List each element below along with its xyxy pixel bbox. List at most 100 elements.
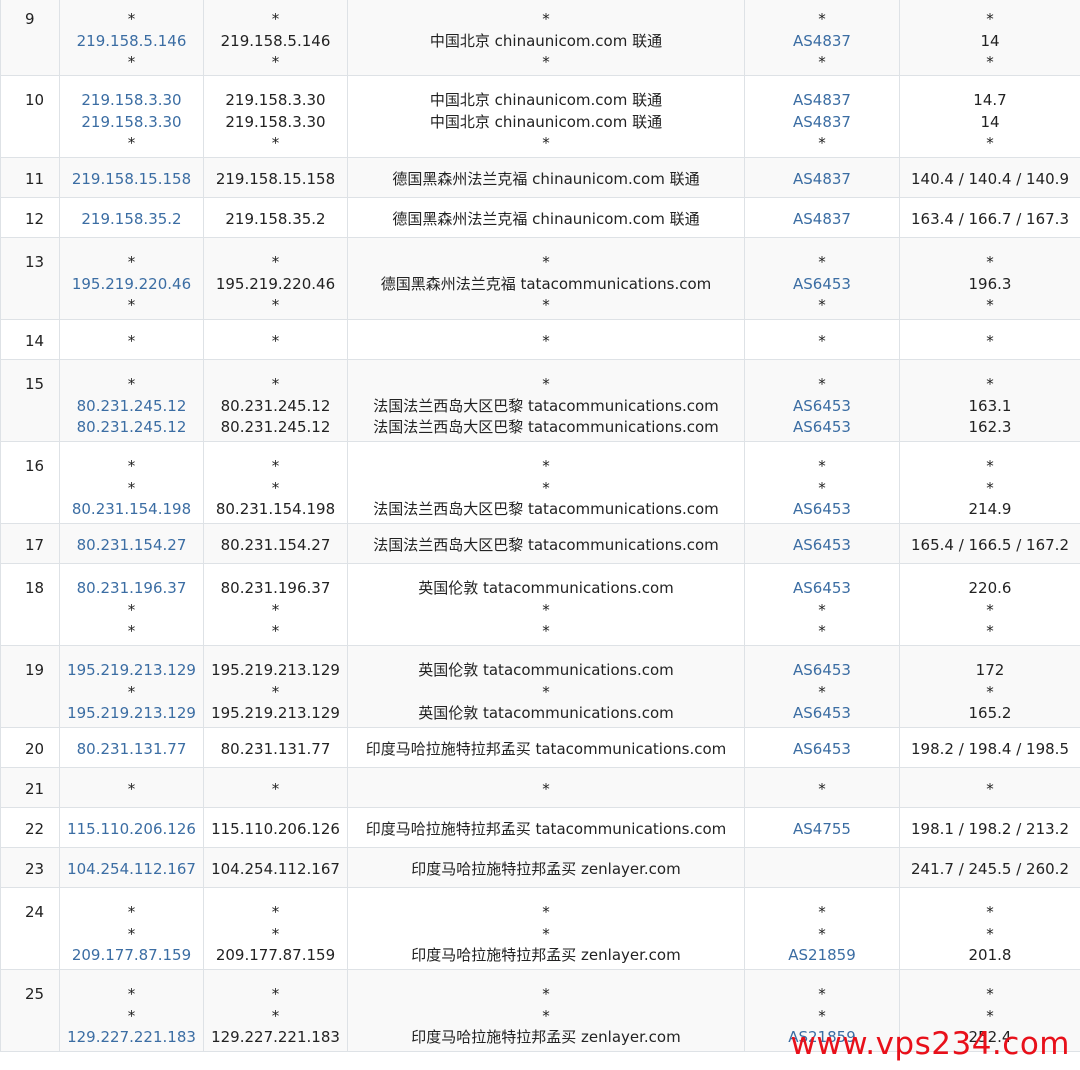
host-cell: 195.219.213.129 * 195.219.213.129 — [203, 645, 348, 728]
empty-marker — [745, 859, 899, 881]
as-link[interactable]: AS6453 — [793, 579, 851, 597]
as-link[interactable]: AS4755 — [793, 820, 851, 838]
ip-link[interactable]: 80.231.154.198 — [71, 500, 192, 518]
hop-row-19: 19 195.219.213.129 * 195.219.213.129 195.219… — [0, 645, 1080, 728]
as-link[interactable]: AS6453 — [793, 500, 851, 518]
as-cell: AS4837 — [744, 197, 900, 238]
ip-link[interactable]: 195.219.213.129 — [67, 704, 196, 722]
as-link[interactable]: AS4837 — [793, 170, 851, 188]
ip-link[interactable]: 80.231.131.77 — [76, 740, 187, 758]
ip-link[interactable]: 80.231.245.12 — [76, 418, 187, 436]
empty-marker: * — [542, 332, 550, 350]
ip-cell: 115.110.206.126 — [59, 807, 204, 848]
empty-marker: * — [818, 375, 826, 393]
empty-marker: * — [542, 134, 550, 152]
as-link[interactable]: AS21859 — [788, 1028, 856, 1046]
hop-number-text: 14 — [25, 332, 45, 350]
as-link[interactable]: AS6453 — [793, 740, 851, 758]
geo-cell: * 中国北京 chinaunicom.com 联通 * — [347, 0, 745, 76]
empty-marker: * — [818, 296, 826, 314]
empty-marker: * — [986, 457, 994, 475]
ip-link[interactable]: 219.158.5.146 — [76, 31, 187, 50]
ip-link[interactable]: 219.158.3.30 — [81, 112, 182, 131]
as-link[interactable]: AS4837 — [793, 31, 851, 50]
geo-cell: 印度马哈拉施特拉邦孟买 tatacommunications.com — [347, 807, 745, 848]
geo-cell: * * 印度马哈拉施特拉邦孟买 zenlayer.com — [347, 969, 745, 1052]
ip-link[interactable]: 80.231.245.12 — [76, 396, 187, 415]
hostname-text: 80.231.245.12 — [220, 418, 331, 436]
as-cell: AS6453 — [744, 727, 900, 768]
ip-cell: * 219.158.5.146 * — [59, 0, 204, 76]
rtt-time: 172 — [975, 661, 1005, 679]
as-link[interactable]: AS6453 — [793, 536, 851, 554]
as-link[interactable]: AS6453 — [793, 274, 851, 293]
hostname-text: 80.231.245.12 — [220, 396, 331, 415]
geo-location: 印度马哈拉施特拉邦孟买 tatacommunications.com — [365, 740, 727, 758]
as-cell: * AS6453 AS6453 — [744, 359, 900, 442]
empty-marker: * — [542, 457, 550, 475]
as-cell: * * AS6453 — [744, 441, 900, 524]
as-cell: * — [744, 319, 900, 360]
geo-location: 中国北京 chinaunicom.com 联通 — [429, 31, 663, 50]
as-link[interactable]: AS6453 — [793, 418, 851, 436]
as-link[interactable]: AS6453 — [793, 704, 851, 722]
ip-cell: 80.231.154.27 — [59, 523, 204, 564]
empty-marker: * — [986, 682, 994, 701]
hop-number: 14 — [0, 319, 60, 360]
hop-number-text: 21 — [25, 780, 45, 798]
ip-link[interactable]: 195.219.213.129 — [67, 661, 196, 679]
rtt-time: 14 — [980, 31, 1000, 50]
hop-row-24: 24 * * 209.177.87.159 * * 209.177.87.159 * * 印度马哈… — [0, 887, 1080, 970]
geo-cell: * — [347, 767, 745, 808]
rtt-time: 162.3 — [968, 418, 1012, 436]
empty-marker: * — [542, 985, 550, 1003]
ip-link[interactable]: 115.110.206.126 — [67, 820, 196, 838]
as-link[interactable]: AS4837 — [793, 112, 851, 131]
ip-link[interactable]: 195.219.220.46 — [71, 274, 192, 293]
hop-number-text: 13 — [25, 253, 45, 271]
ip-link[interactable]: 219.158.15.158 — [71, 170, 192, 188]
host-cell: * 195.219.220.46 * — [203, 237, 348, 320]
watermark-text: www.vps234.com — [790, 1026, 1070, 1062]
rtt-time: 241.7 / 245.5 / 260.2 — [910, 860, 1069, 878]
ip-link[interactable]: 219.158.3.30 — [81, 91, 182, 109]
hop-number: 20 — [0, 727, 60, 768]
hop-number: 17 — [0, 523, 60, 564]
as-cell: AS6453 * * — [744, 563, 900, 646]
time-cell: * — [899, 767, 1080, 808]
empty-marker: * — [127, 924, 136, 943]
as-link[interactable]: AS4837 — [793, 210, 851, 228]
geo-location: 德国黑森州法兰克福 tatacommunications.com — [380, 274, 712, 293]
empty-marker: * — [127, 622, 136, 640]
ip-link[interactable]: 129.227.221.183 — [67, 1028, 196, 1046]
ip-link[interactable]: 80.231.196.37 — [76, 579, 187, 597]
ip-link[interactable]: 209.177.87.159 — [71, 946, 192, 964]
geo-location: 德国黑森州法兰克福 chinaunicom.com 联通 — [392, 170, 700, 188]
ip-cell: 80.231.131.77 — [59, 727, 204, 768]
geo-location: 法国法兰西岛大区巴黎 tatacommunications.com — [373, 536, 719, 554]
hop-number-text: 20 — [25, 740, 45, 758]
host-cell: * * 129.227.221.183 — [203, 969, 348, 1052]
as-cell: AS6453 — [744, 523, 900, 564]
as-link[interactable]: AS6453 — [793, 661, 851, 679]
as-cell: * — [744, 767, 900, 808]
empty-marker: * — [986, 332, 994, 350]
hostname-text: 219.158.5.146 — [220, 31, 331, 50]
host-cell: * — [203, 767, 348, 808]
as-link[interactable]: AS21859 — [788, 946, 856, 964]
empty-marker: * — [986, 600, 994, 619]
geo-cell: * 法国法兰西岛大区巴黎 tatacommunications.com 法国法兰西岛… — [347, 359, 745, 442]
ip-link[interactable]: 219.158.35.2 — [81, 210, 182, 228]
ip-link[interactable]: 104.254.112.167 — [67, 860, 196, 878]
hop-number: 13 — [0, 237, 60, 320]
as-cell: * * AS21859 — [744, 887, 900, 970]
time-cell: 163.4 / 166.7 / 167.3 — [899, 197, 1080, 238]
empty-marker: * — [127, 253, 136, 271]
ip-link[interactable]: 80.231.154.27 — [76, 536, 187, 554]
host-cell: 80.231.196.37 * * — [203, 563, 348, 646]
as-link[interactable]: AS6453 — [793, 396, 851, 415]
rtt-time: 198.2 / 198.4 / 198.5 — [910, 740, 1069, 758]
empty-marker: * — [542, 924, 550, 943]
as-link[interactable]: AS4837 — [793, 91, 851, 109]
